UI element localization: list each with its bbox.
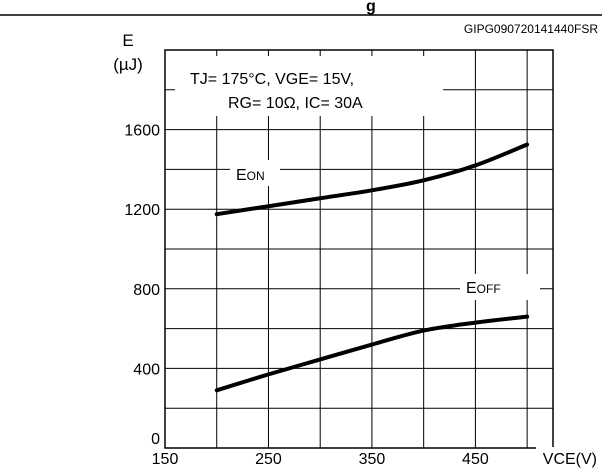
- eoff-label-main: E: [466, 280, 477, 297]
- series-group: [214, 142, 530, 393]
- eoff-label-sub: OFF: [477, 282, 501, 296]
- eoff-label: EOFF: [466, 280, 501, 297]
- eon-label-bg: [230, 160, 280, 186]
- eon-label-main: E: [236, 167, 247, 184]
- x-tick-label: 250: [255, 451, 282, 468]
- header-title-fragment: g: [366, 0, 376, 15]
- figure-code: GIPG090720141440FSR: [464, 22, 598, 36]
- series-line-0: [214, 142, 530, 217]
- y-tick-label: 1600: [124, 123, 160, 140]
- eoff-label-bg: [460, 274, 540, 300]
- y-axis-unit: (µJ): [113, 55, 143, 74]
- x-tick-label: 350: [359, 451, 386, 468]
- y-axis-symbol: E: [122, 31, 133, 50]
- y-tick-label: 800: [133, 282, 160, 299]
- y-tick-label: 0: [151, 431, 160, 448]
- eon-label: EON: [236, 167, 265, 184]
- conditions-line2: RG= 10Ω, IC= 30A: [228, 95, 363, 112]
- x-tick-label: 150: [152, 451, 179, 468]
- tick-labels: 150 250 350 450 0 400 800 1200 1600: [124, 123, 488, 468]
- eon-label-sub: ON: [247, 169, 265, 183]
- series-line-1: [214, 314, 530, 393]
- conditions-line1: TJ= 175°C, VGE= 15V,: [190, 71, 354, 88]
- plot-frame: [164, 49, 554, 449]
- x-tick-label: 450: [462, 451, 489, 468]
- y-tick-label: 1200: [124, 202, 160, 219]
- conditions-box: [175, 56, 443, 116]
- x-axis-label-bg: [536, 447, 598, 468]
- y-tick-label: 400: [133, 361, 160, 378]
- x-axis-label: VCE(V): [543, 451, 597, 468]
